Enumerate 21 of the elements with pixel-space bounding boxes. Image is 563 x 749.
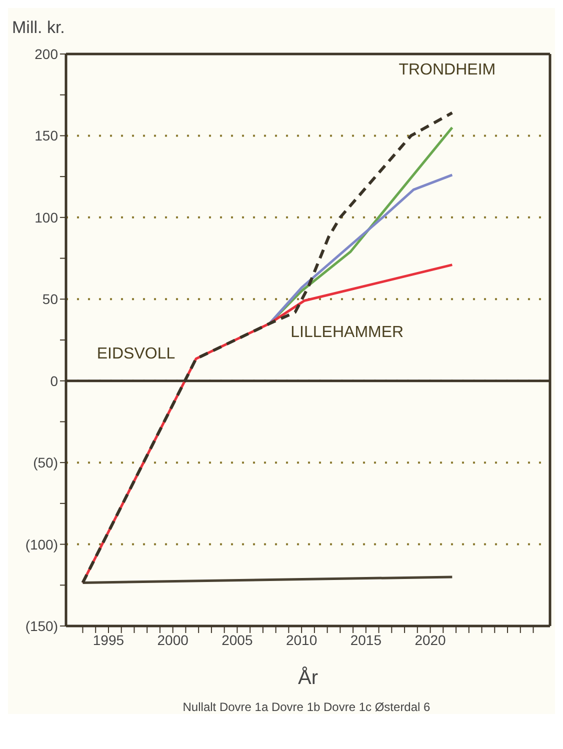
y-tick-label: 0 — [50, 372, 58, 389]
y-tick-label: 50 — [42, 291, 58, 308]
y-tick-label: 100 — [34, 209, 58, 226]
y-tick-label: (50) — [33, 454, 58, 471]
x-tick-label: 2015 — [350, 632, 382, 648]
y-tick-label: 150 — [34, 128, 58, 144]
x-tick-label: 2020 — [414, 632, 446, 648]
y-axis-title: Mill. kr. — [12, 18, 65, 38]
y-tick-label: (100) — [25, 536, 58, 552]
annotation: TRONDHEIM — [398, 62, 496, 79]
x-axis-title: År — [298, 666, 318, 689]
annotation: LILLEHAMMER — [290, 324, 404, 341]
y-tick-label: (150) — [25, 618, 58, 634]
x-tick-label: 1995 — [92, 632, 124, 648]
x-tick-label: 2005 — [222, 632, 253, 648]
y-tick-label: 200 — [34, 46, 58, 62]
x-tick-label: 2000 — [157, 632, 189, 648]
text: Nullalt Dovre 1a Dovre 1b Dovre 1c Østerdal 6 — [182, 700, 432, 714]
x-tick-label: 2010 — [286, 632, 318, 648]
annotation: EIDSVOLL — [96, 345, 176, 362]
line-series — [268, 174, 454, 325]
